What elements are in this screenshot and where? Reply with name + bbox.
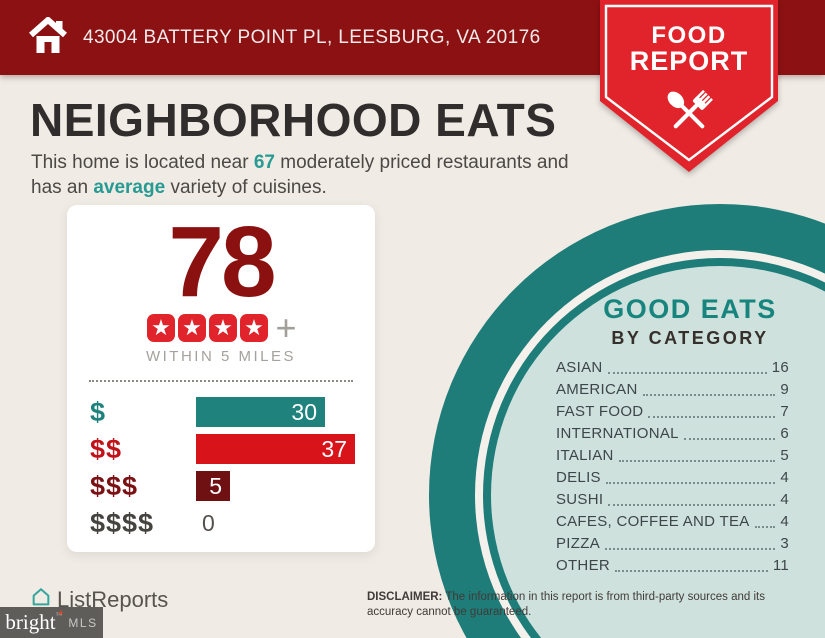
dotted-leader: [618, 460, 776, 462]
dotted-divider: [89, 380, 353, 382]
variety-highlight: average: [93, 177, 166, 199]
disclaimer-text: DISCLAIMER: The information in this repo…: [367, 591, 765, 618]
category-row: CAFES, COFFEE AND TEA 4: [556, 510, 789, 532]
mls-wordmark: MLS: [68, 615, 98, 630]
category-label: PIZZA: [556, 535, 601, 552]
category-label: FAST FOOD: [556, 403, 644, 420]
home-icon: [28, 15, 68, 59]
badge-pennant-shape: [600, 0, 778, 172]
category-label: ITALIAN: [556, 447, 614, 464]
disclaimer-label: DISCLAIMER:: [367, 591, 443, 603]
dotted-leader: [605, 548, 776, 550]
category-row: AMERICAN 9: [556, 378, 789, 400]
dotted-leader: [648, 416, 776, 418]
listreports-house-icon: [30, 586, 52, 613]
radius-caption: WITHIN 5 MILES: [145, 348, 296, 365]
category-label: INTERNATIONAL: [556, 425, 679, 442]
category-row: INTERNATIONAL 6: [556, 422, 789, 444]
dotted-leader: [607, 372, 767, 374]
price-level-label: $$$: [90, 471, 139, 501]
dotted-leader: [615, 570, 768, 572]
page-subtitle: This home is located near 67 moderately …: [31, 150, 569, 201]
category-count: 6: [780, 425, 789, 442]
star-icon: ★: [146, 314, 175, 342]
category-subtitle: BY CATEGORY: [611, 328, 769, 348]
dotted-leader: [605, 482, 776, 484]
category-label: CAFES, COFFEE AND TEA: [556, 513, 750, 530]
category-row: DELIS 4: [556, 466, 789, 488]
price-level-label: $$: [90, 434, 123, 464]
category-label: AMERICAN: [556, 381, 638, 398]
restaurant-count: 67: [253, 152, 275, 173]
category-count: 4: [780, 491, 789, 508]
category-row: PIZZA 3: [556, 532, 789, 554]
price-bar-row: $$$$ 0: [90, 508, 375, 538]
price-level-label: $$$$: [90, 508, 155, 538]
dotted-leader: [608, 504, 776, 506]
crossed-spoon-fork-icon: [660, 84, 718, 147]
category-count: 7: [780, 403, 789, 420]
category-row: ASIAN 16: [556, 356, 789, 378]
star-rating-row: ★ ★ ★ ★ +: [67, 307, 375, 348]
star-icon: ★: [208, 314, 237, 342]
category-row: OTHER 11: [556, 554, 789, 576]
bright-mls-logo: bright ✦ ™ MLS: [0, 607, 103, 638]
price-bar: 30: [196, 397, 325, 427]
category-row: FAST FOOD 7: [556, 400, 789, 422]
price-bar-row: $30: [90, 397, 375, 427]
price-bar: 37: [196, 434, 355, 464]
price-level-bar-chart: $30 $$ 37 $$$ 5 $$$$ 0: [90, 397, 375, 538]
plus-icon: +: [275, 307, 297, 348]
category-count: 4: [780, 469, 789, 486]
subtitle-text: This home is located near: [31, 152, 254, 173]
price-bar-zero-value: 0: [202, 509, 215, 536]
subtitle-text: variety of cuisines.: [165, 177, 327, 199]
category-row: ITALIAN 5: [556, 444, 789, 466]
page-title: NEIGHBORHOOD EATS: [30, 94, 557, 146]
category-label: ASIAN: [556, 359, 603, 376]
price-bar-row: $$ 37: [90, 434, 375, 464]
restaurant-count-score: 78: [168, 206, 276, 318]
category-row: SUSHI 4: [556, 488, 789, 510]
category-count: 11: [772, 557, 789, 574]
subtitle-text: moderately priced restaurants and: [274, 152, 569, 173]
property-address: 43004 BATTERY POINT PL, LEESBURG, VA 201…: [83, 26, 541, 48]
category-count: 16: [771, 359, 789, 376]
badge-title-line1: FOOD: [651, 22, 727, 49]
food-report-badge: FOOD REPORT: [600, 0, 778, 176]
price-bar: 5: [196, 471, 230, 501]
price-bar-row: $$$ 5: [90, 471, 375, 501]
dotted-leader: [683, 438, 776, 440]
bright-wordmark: bright ✦ ™: [5, 608, 65, 634]
category-title: GOOD EATS: [603, 294, 777, 324]
star-icon: ★: [239, 314, 268, 342]
category-count: 4: [780, 513, 789, 530]
dotted-leader: [754, 526, 776, 528]
dotted-leader: [642, 394, 776, 396]
category-label: DELIS: [556, 469, 601, 486]
subtitle-text: has an: [31, 177, 94, 199]
category-count: 9: [780, 381, 789, 398]
price-level-label: $: [90, 397, 107, 427]
restaurant-score-card: 78 ★ ★ ★ ★ + WITHIN 5 MILES $30 $$ 37 $$$ 5 $$$$ 0: [67, 205, 375, 552]
bright-spark-icon: ✦: [56, 608, 65, 618]
category-count: 5: [780, 447, 789, 464]
category-label: SUSHI: [556, 491, 604, 508]
category-heading: GOOD EATS BY CATEGORY: [565, 294, 815, 349]
badge-title-line2: REPORT: [629, 46, 749, 76]
category-list: ASIAN 16 AMERICAN 9 FAST FOOD 7 INTERNATIONAL 6…: [556, 356, 789, 576]
category-label: OTHER: [556, 557, 610, 574]
star-icon: ★: [177, 314, 206, 342]
category-count: 3: [780, 535, 789, 552]
